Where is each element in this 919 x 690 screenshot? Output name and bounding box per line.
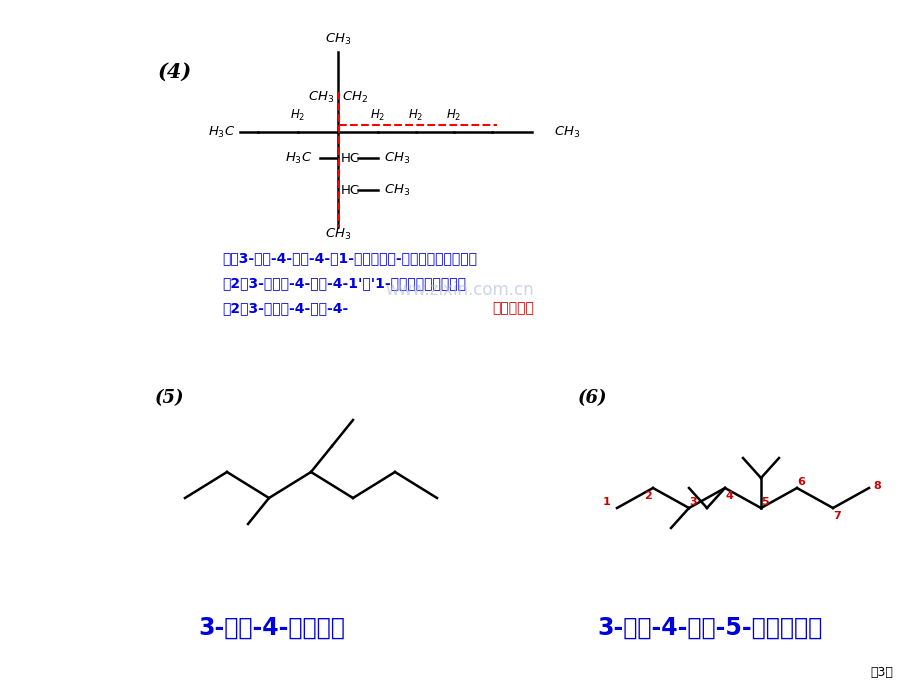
Text: 答：3-甲基-4-乙基-4-（1-甲基丙基）-癸烷（系统命名法）: 答：3-甲基-4-乙基-4-（1-甲基丙基）-癸烷（系统命名法） bbox=[221, 251, 476, 265]
Text: 5: 5 bbox=[760, 497, 768, 507]
Text: 3: 3 bbox=[688, 497, 696, 507]
Text: $H_2$: $H_2$ bbox=[446, 108, 461, 123]
Text: $CH_3$: $CH_3$ bbox=[324, 226, 351, 242]
Text: $H_2$: $H_2$ bbox=[370, 108, 385, 123]
Text: $CH_3$: $CH_3$ bbox=[383, 182, 410, 197]
Text: $H_2$: $H_2$ bbox=[290, 108, 305, 123]
Text: 2: 2 bbox=[643, 491, 652, 501]
Text: 3-甲基-4-乙基-5-异丙基辛烷: 3-甲基-4-乙基-5-异丙基辛烷 bbox=[596, 616, 822, 640]
Text: HC: HC bbox=[341, 184, 359, 197]
Text: 2，3-二甲基-4-乙基-4-1'甲'1-癸烷（习惯命名法）: 2，3-二甲基-4-乙基-4-1'甲'1-癸烷（习惯命名法） bbox=[221, 276, 466, 290]
Text: 第3页: 第3页 bbox=[869, 665, 892, 678]
Text: 异丙基癸烷: 异丙基癸烷 bbox=[492, 301, 533, 315]
Text: $CH_2$: $CH_2$ bbox=[342, 90, 368, 105]
Text: (6): (6) bbox=[577, 389, 607, 407]
Text: $CH_3$: $CH_3$ bbox=[324, 32, 351, 46]
Text: 1: 1 bbox=[603, 497, 610, 507]
Text: 3-甲基-4-乙基庚烷: 3-甲基-4-乙基庚烷 bbox=[199, 616, 345, 640]
Text: 8: 8 bbox=[872, 481, 879, 491]
Text: (4): (4) bbox=[158, 62, 192, 82]
Text: 2，3-二甲基-4-乙基-4-: 2，3-二甲基-4-乙基-4- bbox=[221, 301, 348, 315]
Text: 4: 4 bbox=[724, 491, 732, 501]
Text: $H_2$: $H_2$ bbox=[408, 108, 423, 123]
Text: (5): (5) bbox=[154, 389, 185, 407]
Text: $CH_3$: $CH_3$ bbox=[553, 124, 580, 139]
Text: $H_3C$: $H_3C$ bbox=[208, 124, 235, 139]
Text: $H_3C$: $H_3C$ bbox=[284, 150, 312, 166]
Text: 7: 7 bbox=[833, 511, 840, 521]
Text: 6: 6 bbox=[796, 477, 804, 487]
Text: www.zixin.com.cn: www.zixin.com.cn bbox=[385, 281, 534, 299]
Text: $CH_3$: $CH_3$ bbox=[307, 90, 334, 105]
Text: $CH_3$: $CH_3$ bbox=[383, 150, 410, 166]
Text: HC: HC bbox=[341, 152, 359, 164]
